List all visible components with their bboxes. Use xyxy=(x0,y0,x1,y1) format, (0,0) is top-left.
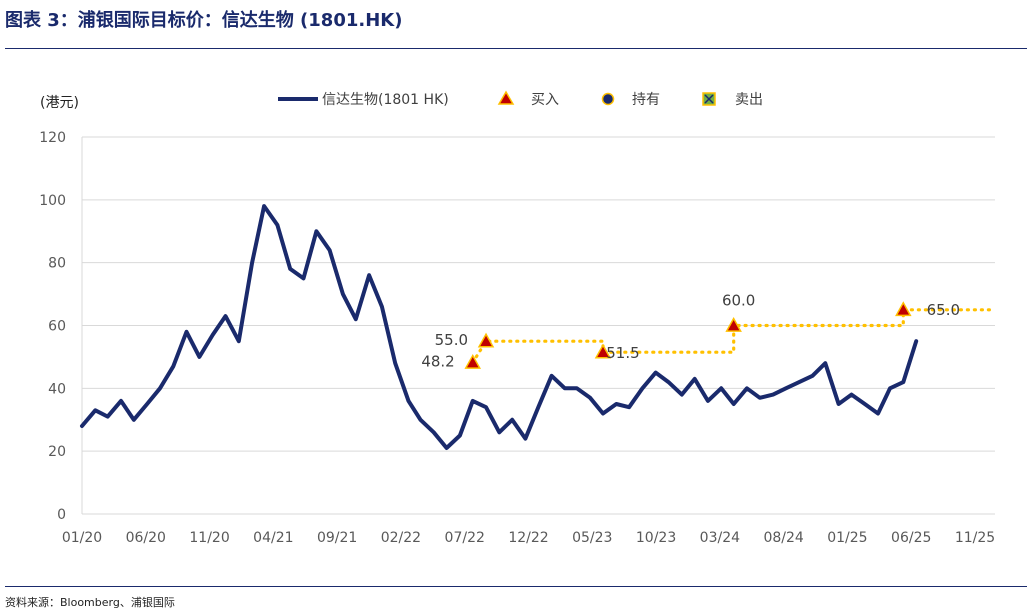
x-tick-label: 05/23 xyxy=(572,530,612,546)
buy-value-label: 55.0 xyxy=(435,331,468,349)
y-tick-label: 100 xyxy=(39,193,66,209)
legend-label: 信达生物(1801 HK) xyxy=(322,92,449,108)
x-tick-label: 01/25 xyxy=(827,530,867,546)
price-series-line xyxy=(80,204,919,450)
legend-label: 卖出 xyxy=(735,92,763,108)
y-tick-label: 60 xyxy=(48,319,66,335)
source-note: 资料来源：Bloomberg、浦银国际 xyxy=(5,596,175,609)
buy-value-label: 65.0 xyxy=(927,301,960,319)
legend-label: 持有 xyxy=(632,92,660,108)
buy-value-label: 60.0 xyxy=(722,292,755,310)
x-tick-label: 04/21 xyxy=(253,530,293,546)
buy-marker xyxy=(464,354,482,369)
y-tick-label: 0 xyxy=(57,507,66,523)
legend-sell-cross xyxy=(704,94,714,104)
x-tick-label: 11/25 xyxy=(955,530,995,546)
legend-hold-marker xyxy=(601,92,615,106)
buy-marker xyxy=(477,332,495,348)
x-tick-label: 06/25 xyxy=(891,530,931,546)
x-tick-label: 07/22 xyxy=(445,530,485,546)
legend-buy-marker xyxy=(497,90,515,105)
buy-value-label: 48.2 xyxy=(421,353,454,371)
y-axis-label: (港元) xyxy=(40,95,79,111)
y-tick-label: 120 xyxy=(39,130,66,146)
title-divider xyxy=(5,48,1027,49)
x-tick-label: 01/20 xyxy=(62,530,102,546)
legend-label: 买入 xyxy=(531,92,559,108)
x-tick-label: 10/23 xyxy=(636,530,676,546)
x-tick-label: 09/21 xyxy=(317,530,357,546)
x-tick-label: 11/20 xyxy=(189,530,229,546)
y-tick-label: 80 xyxy=(48,256,66,272)
figure-title: 图表 3：浦银国际目标价：信达生物 (1801.HK) xyxy=(5,10,403,31)
y-tick-label: 40 xyxy=(48,381,66,397)
x-tick-label: 02/22 xyxy=(381,530,421,546)
x-tick-label: 06/20 xyxy=(126,530,166,546)
buy-marker xyxy=(594,343,612,359)
buy-marker xyxy=(895,301,912,317)
x-tick-label: 12/22 xyxy=(508,530,548,546)
footer-divider xyxy=(5,586,1027,587)
y-tick-label: 20 xyxy=(48,444,66,460)
buy-value-label: 51.5 xyxy=(606,344,639,362)
x-tick-label: 03/24 xyxy=(700,530,740,546)
buy-marker xyxy=(725,316,742,332)
x-tick-label: 08/24 xyxy=(763,530,803,546)
